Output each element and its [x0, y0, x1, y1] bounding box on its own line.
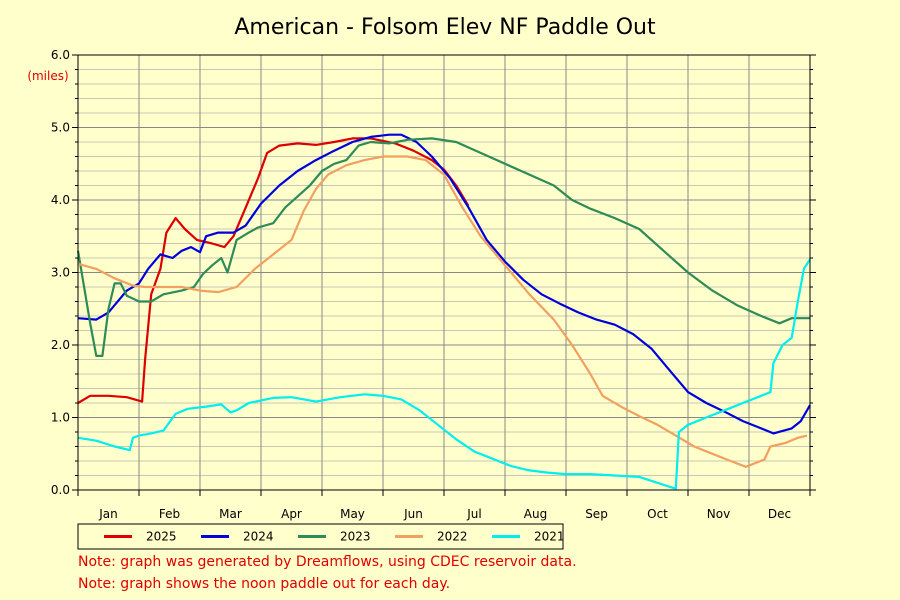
note-source: Note: graph was generated by Dreamflows,… — [78, 554, 577, 570]
y-tick-label: 1.0 — [51, 411, 70, 425]
y-tick-label: 4.0 — [51, 193, 70, 207]
x-tick-label: Sep — [585, 507, 608, 521]
x-tick-label: Aug — [524, 507, 547, 521]
legend-label-2022: 2022 — [437, 530, 468, 544]
y-tick-label: 5.0 — [51, 121, 70, 135]
x-tick-label: Nov — [707, 507, 730, 521]
chart-title: American - Folsom Elev NF Paddle Out — [234, 15, 656, 40]
x-tick-label: Apr — [281, 507, 302, 521]
series-lines — [76, 133, 811, 490]
x-tick-label: Mar — [219, 507, 242, 521]
legend-label-2021: 2021 — [534, 530, 565, 544]
y-unit-label: (miles) — [27, 69, 68, 83]
grid — [78, 55, 810, 490]
series-line-2025 — [77, 137, 470, 404]
y-tick-labels: 0.0 1.0 2.0 3.0 4.0 5.0 6.0 — [51, 48, 70, 497]
x-tick-label: Jun — [403, 507, 423, 521]
legend-label-2023: 2023 — [340, 530, 371, 544]
plot-frame — [77, 54, 811, 491]
legend-label-2025: 2025 — [146, 530, 177, 544]
x-tick-label: Oct — [647, 507, 668, 521]
series-line-2023 — [76, 137, 810, 357]
series-line-2024 — [77, 133, 811, 435]
y-tick-label: 0.0 — [51, 483, 70, 497]
legend: 2025 2024 2023 2022 2021 — [77, 523, 565, 550]
y-tick-label: 3.0 — [51, 266, 70, 280]
series-line-2022 — [77, 155, 808, 468]
x-tick-label: Jul — [466, 507, 481, 521]
x-tick-label: May — [340, 507, 365, 521]
note-noon: Note: graph shows the noon paddle out fo… — [78, 576, 451, 592]
legend-label-2024: 2024 — [243, 530, 274, 544]
x-tick-label: Feb — [159, 507, 180, 521]
y-tick-label: 2.0 — [51, 338, 70, 352]
x-tick-label: Jan — [98, 507, 118, 521]
notes: Note: graph was generated by Dreamflows,… — [78, 551, 577, 595]
x-tick-labels: Jan Feb Mar Apr May Jun Jul Aug Sep Oct Nov Dec — [98, 507, 791, 521]
y-tick-label: 6.0 — [51, 48, 70, 62]
series-line-2021 — [77, 258, 811, 490]
x-tick-label: Dec — [768, 507, 791, 521]
